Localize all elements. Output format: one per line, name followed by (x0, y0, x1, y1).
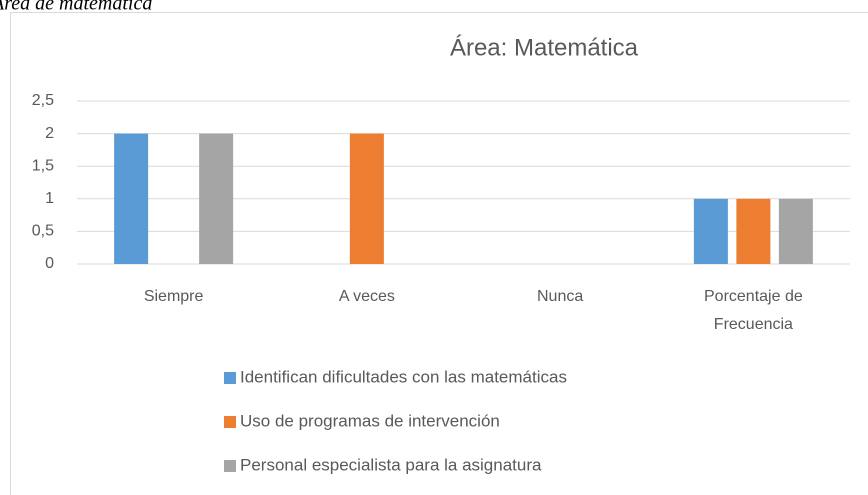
legend-swatch (224, 372, 236, 384)
chart-title: Área: Matemática (450, 34, 639, 61)
legend-label: Uso de programas de intervención (240, 411, 500, 430)
legend-swatch (224, 416, 236, 428)
y-tick-label: 2,5 (32, 92, 54, 109)
x-tick-label: Porcentaje de Frecuencia (704, 288, 803, 333)
x-tick-label: Nunca (537, 288, 584, 305)
y-tick-label: 1,5 (32, 157, 54, 174)
legend-swatch (224, 460, 236, 472)
bar (693, 198, 728, 264)
y-tick-label: 2 (45, 125, 54, 142)
legend-label: Identifican dificultades con las matemát… (240, 367, 567, 386)
bar (349, 133, 384, 264)
bar (114, 133, 149, 264)
y-tick-label: 0,5 (32, 223, 54, 240)
bar (199, 133, 234, 264)
y-tick-label: 1 (45, 190, 54, 207)
caption: Área de matemática (0, 0, 152, 15)
y-tick-label: 0 (45, 255, 54, 272)
x-tick-label: Siempre (143, 288, 204, 305)
legend-label: Personal especialista para la asignatura (240, 455, 542, 474)
bar (736, 198, 771, 264)
x-tick-label: A veces (338, 288, 395, 305)
bar (778, 198, 813, 264)
